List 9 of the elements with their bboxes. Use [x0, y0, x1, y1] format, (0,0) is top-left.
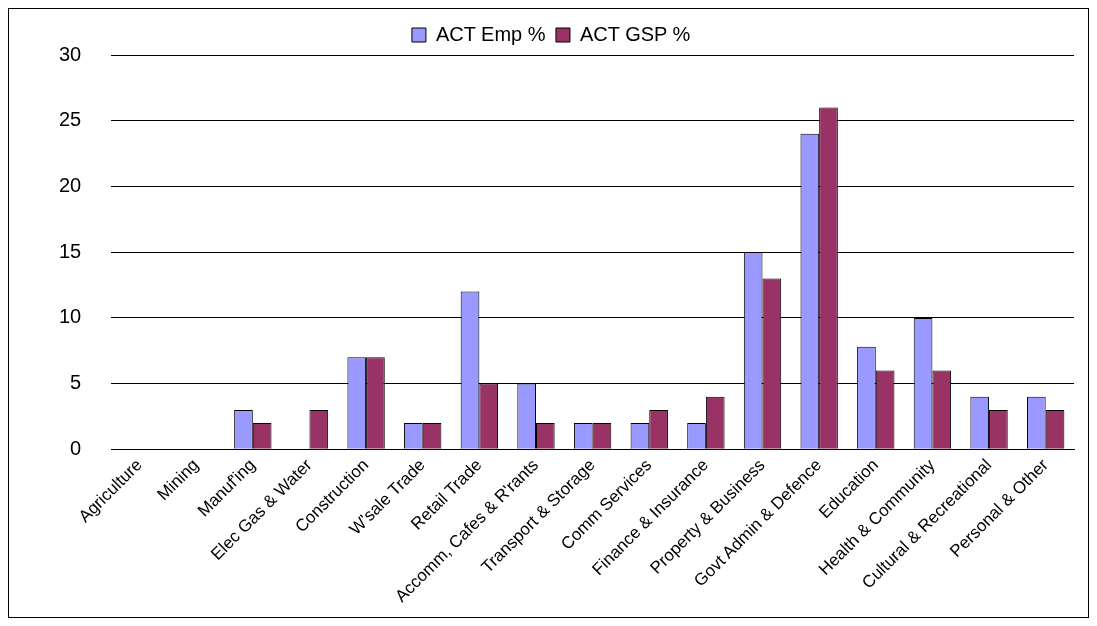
- y-tick-label: 10: [59, 305, 82, 328]
- legend-label: ACT GSP %: [579, 22, 691, 45]
- y-tick-label: 25: [59, 108, 82, 131]
- y-tick-label: 5: [70, 371, 82, 394]
- legend-label: ACT Emp %: [435, 22, 546, 45]
- y-tick-label: 30: [59, 42, 82, 65]
- y-tick-label: 0: [70, 436, 82, 459]
- y-tick-label: 20: [59, 173, 82, 196]
- y-tick-label: 15: [59, 239, 82, 262]
